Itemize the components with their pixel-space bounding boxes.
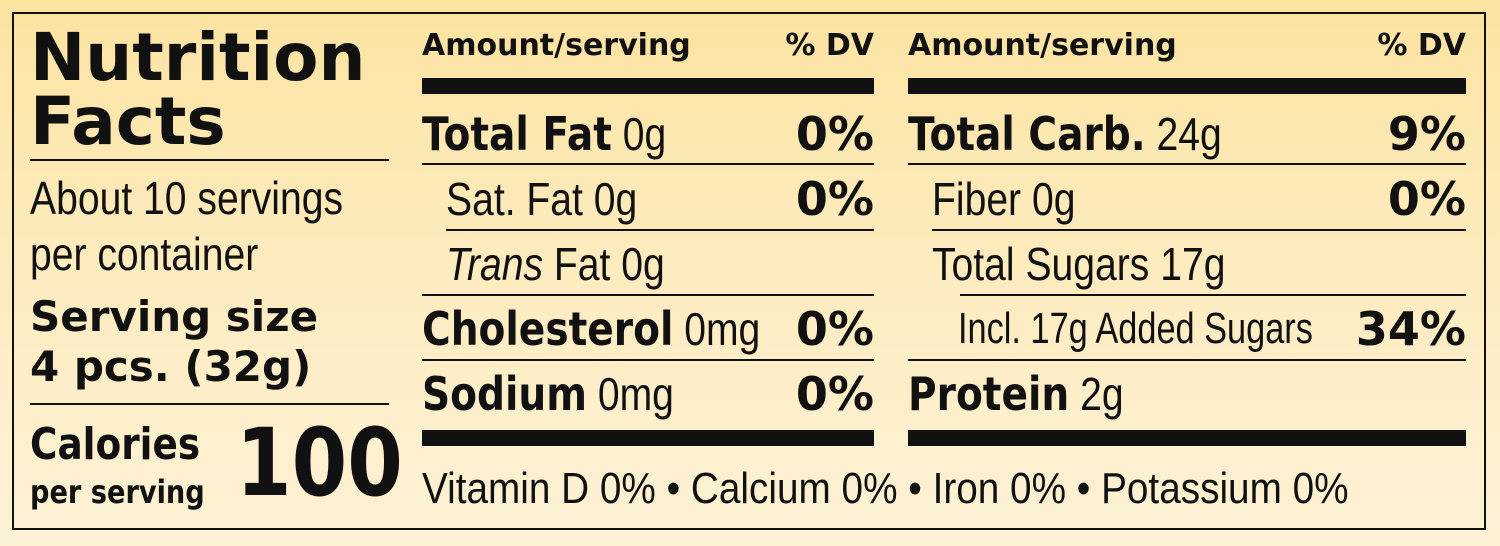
serving-size-value: 4 pcs. (32g) [30,342,312,391]
col1-row-cholesterol-dv: 0% [795,302,874,356]
servings-per-container-line1: About 10 servings [30,172,343,224]
col1-divider-2 [446,229,874,231]
col1-row-cholesterol: Cholesterol 0mg [422,302,761,356]
col1-header-amount: Amount/serving [422,28,691,63]
col1-row-trans-fat: Trans Fat 0g [446,238,665,290]
calories-sub-label: per serving [30,473,205,511]
col1-divider-3 [422,294,874,296]
col2-row-total-sugars: Total Sugars 17g [932,238,1226,290]
col2-row-added-sugars-dv: 34% [1355,302,1466,356]
calories-label: Calories [30,419,201,470]
left-divider-1 [30,159,389,161]
col2-divider-2 [932,229,1466,231]
col2-header-bar [908,78,1466,94]
col1-divider-4 [422,359,874,361]
title-nutrition: Nutrition [30,19,366,96]
calories-value: 100 [236,409,403,518]
col2-row-added-sugars: Incl. 17g Added Sugars [958,304,1313,353]
col2-divider-1 [908,163,1466,165]
col1-bottom-bar [422,430,874,446]
col2-row-fiber-dv: 0% [1387,172,1466,226]
col2-divider-4 [908,359,1466,361]
left-divider-2 [30,403,389,405]
col2-bottom-bar [908,430,1466,446]
col2-row-protein: Protein 2g [908,367,1124,421]
col2-row-total-carb: Total Carb. 24g [908,107,1222,161]
col1-row-sat-fat-dv: 0% [795,172,874,226]
nutrition-facts-panel [12,12,1486,530]
col1-row-sodium: Sodium 0mg [422,367,674,421]
serving-size-label: Serving size [30,292,319,341]
col2-header-dv: % DV [1377,28,1466,63]
col1-header-bar [422,78,874,94]
col1-row-sodium-dv: 0% [795,367,874,421]
title-facts: Facts [30,83,226,160]
col1-row-total-fat: Total Fat 0g [422,107,667,161]
col2-row-fiber: Fiber 0g [932,173,1076,225]
col1-divider-1 [422,163,874,165]
col1-row-sat-fat: Sat. Fat 0g [446,173,638,225]
col2-row-total-carb-dv: 9% [1387,107,1466,161]
col1-row-total-fat-dv: 0% [795,107,874,161]
vitamins-minerals-footer: Vitamin D 0% • Calcium 0% • Iron 0% • Po… [422,464,1349,513]
servings-per-container-line2: per container [30,228,259,280]
col2-header-amount: Amount/serving [908,28,1177,63]
col2-divider-3 [960,294,1466,296]
col1-header-dv: % DV [785,28,874,63]
